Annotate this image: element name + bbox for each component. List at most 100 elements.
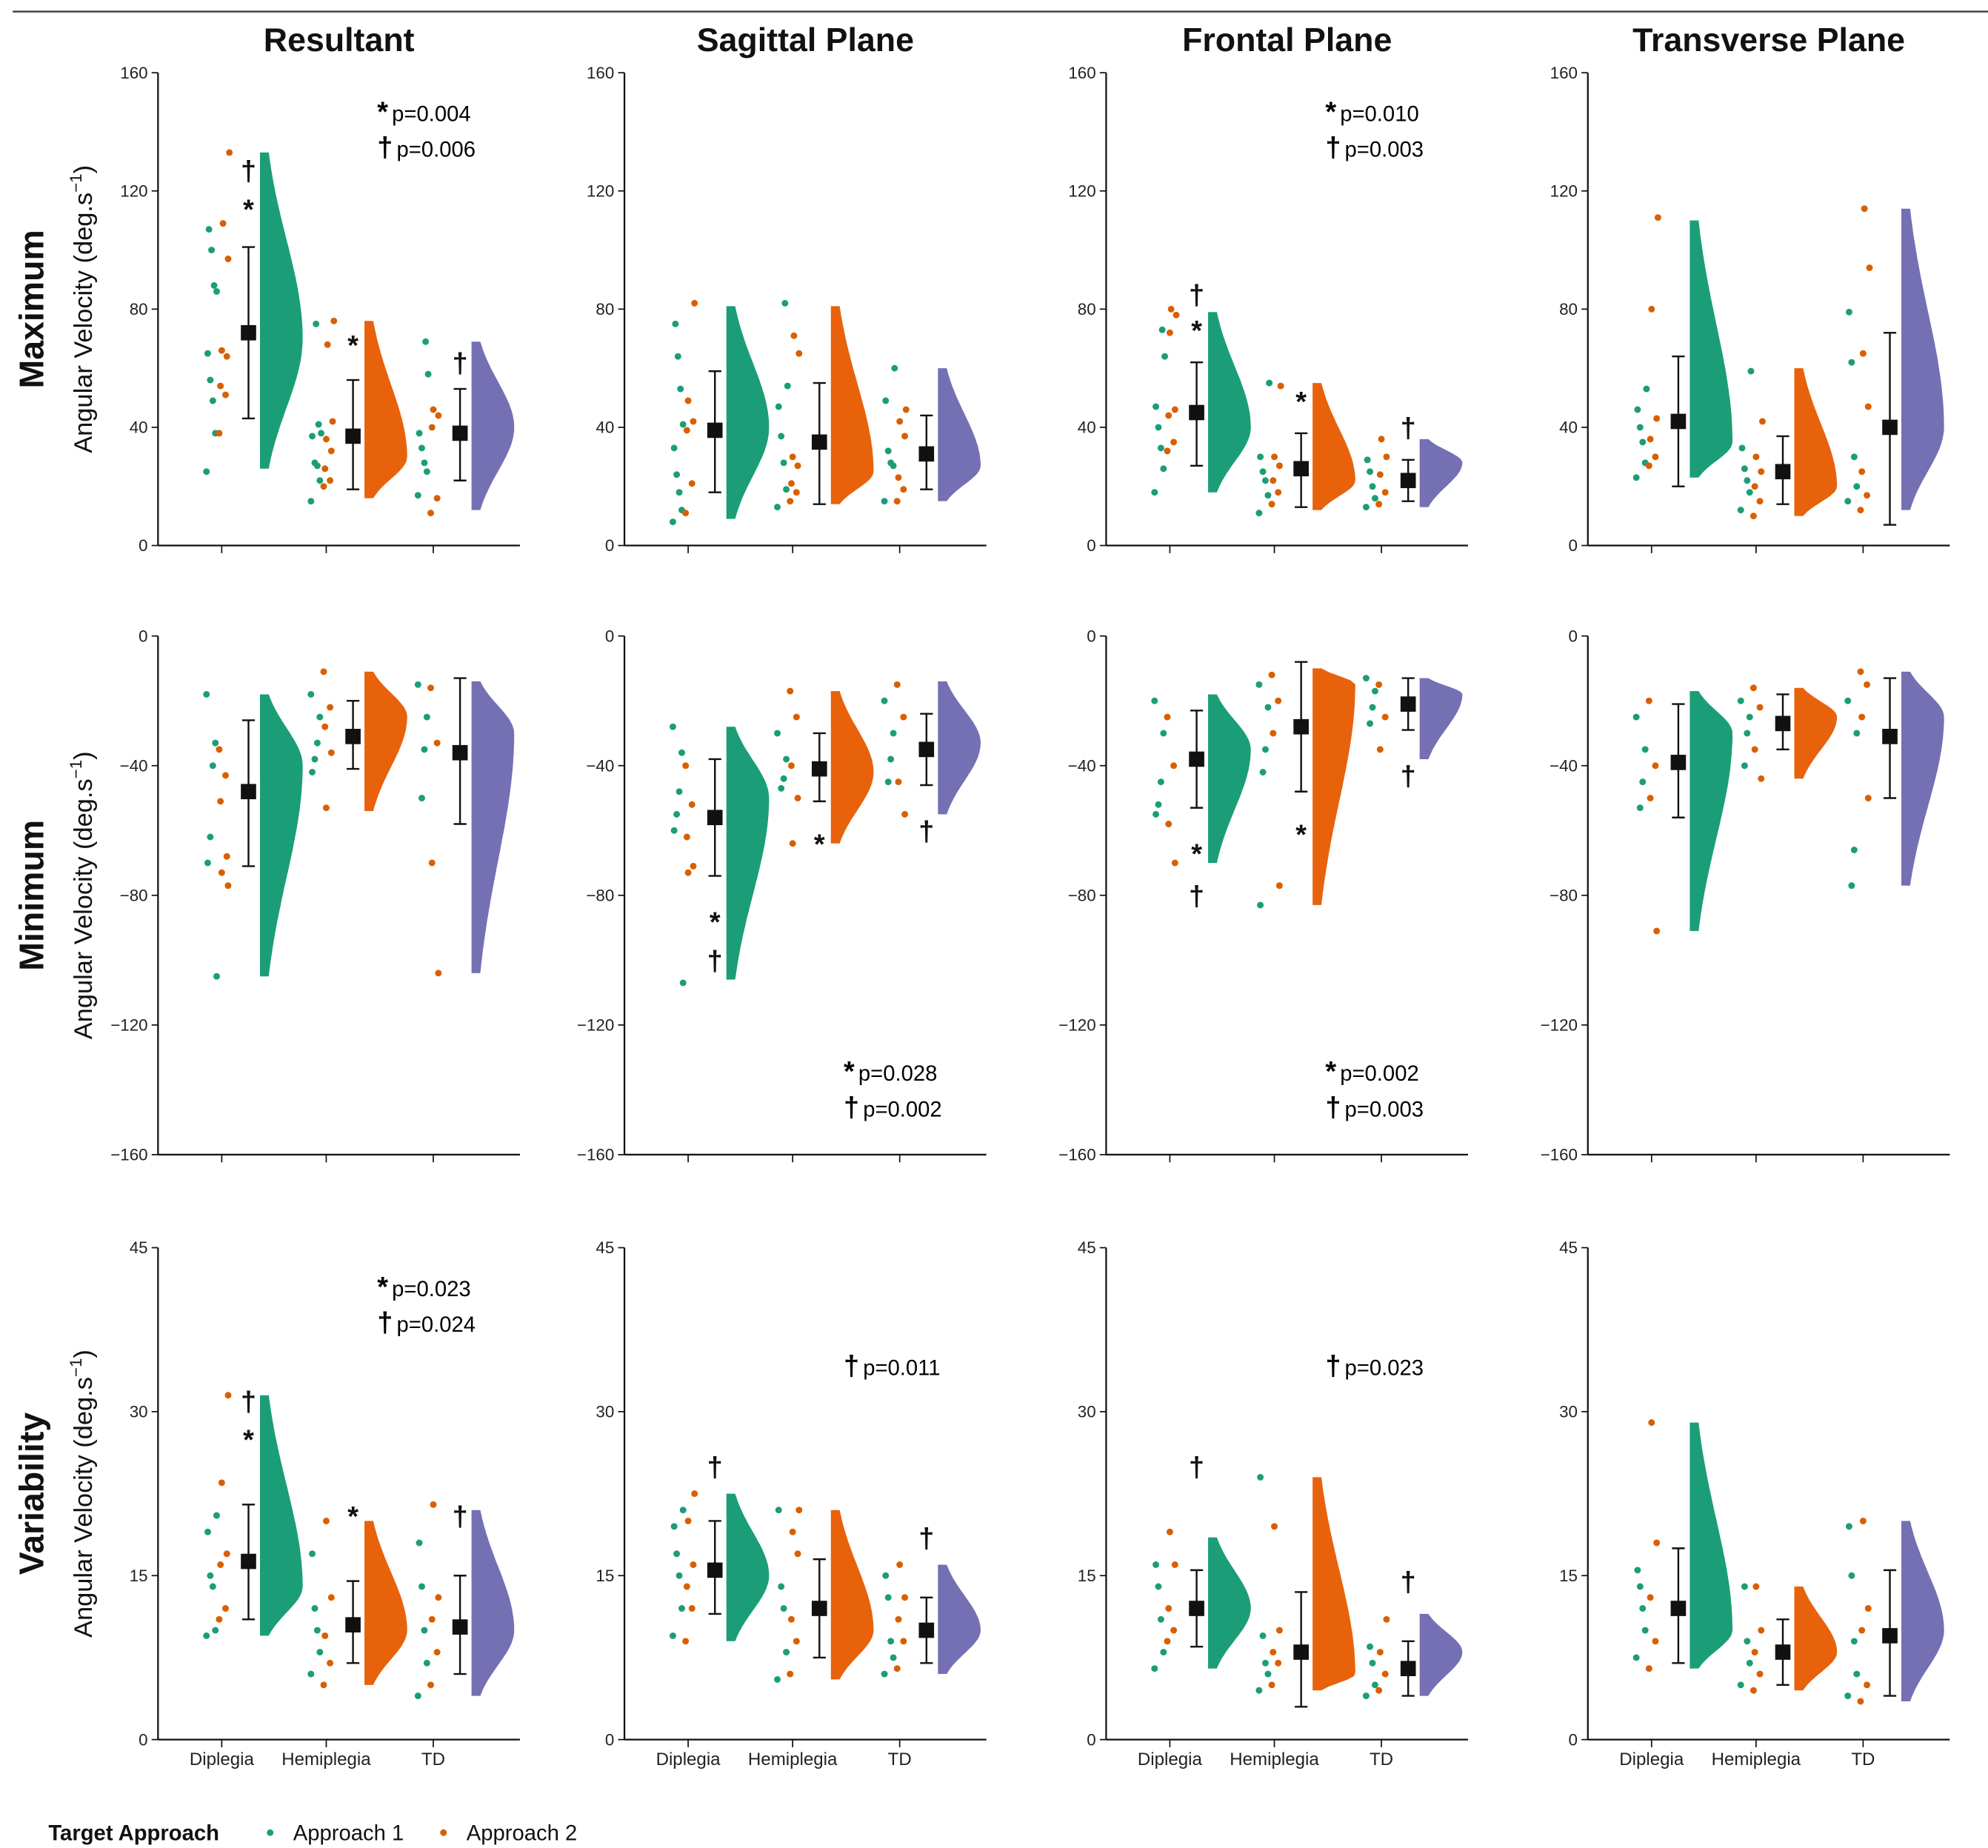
panel-minimum-3: 0 −40 −80 −120 −160 [1541, 627, 1950, 1164]
y-tick-label: −160 [577, 1146, 614, 1164]
data-point-approach-2 [433, 1649, 441, 1656]
data-point-approach-1 [1255, 1687, 1263, 1694]
data-point-approach-1 [315, 421, 322, 428]
data-point-approach-1 [207, 833, 214, 841]
data-point-approach-1 [414, 1692, 421, 1700]
data-point-approach-2 [1758, 775, 1765, 782]
data-point-approach-1 [1259, 1632, 1267, 1639]
data-point-approach-1 [676, 788, 683, 795]
data-point-approach-2 [690, 418, 697, 425]
data-point-approach-1 [418, 444, 425, 452]
group-td [881, 364, 981, 505]
data-point-approach-1 [778, 784, 785, 792]
data-point-approach-2 [1383, 453, 1390, 461]
significance-dagger: † [707, 946, 723, 977]
y-tick-label: 0 [1569, 627, 1578, 645]
p-value-symbol: * [1325, 97, 1336, 128]
y-tick-label: 45 [596, 1238, 614, 1257]
group-diplegia [1632, 1419, 1733, 1672]
x-tick-label: Hemiplegia [281, 1749, 371, 1769]
data-point-approach-1 [416, 430, 423, 437]
data-point-approach-2 [1864, 492, 1871, 499]
half-violin [364, 1521, 407, 1685]
half-violin [1901, 1521, 1944, 1702]
p-value-text: p=0.004 [392, 103, 471, 127]
legend-title: Target Approach [48, 1822, 219, 1846]
data-point-approach-2 [1864, 795, 1872, 801]
data-point-approach-2 [324, 341, 331, 348]
data-point-approach-1 [891, 364, 898, 372]
data-point-approach-2 [1268, 1681, 1275, 1689]
data-point-approach-1 [1744, 1638, 1751, 1645]
half-violin [1208, 312, 1251, 493]
mean-marker [1400, 696, 1416, 712]
data-point-approach-2 [1268, 501, 1275, 508]
data-point-approach-2 [1381, 713, 1389, 721]
data-point-approach-2 [900, 713, 907, 721]
y-axis-label-sup: −1 [67, 173, 85, 192]
mean-marker [1400, 473, 1416, 489]
p-value-symbol: † [377, 1307, 393, 1338]
half-violin [830, 306, 874, 504]
data-point-approach-2 [1752, 453, 1760, 461]
data-point-approach-1 [884, 447, 892, 455]
data-point-approach-2 [901, 1594, 909, 1601]
half-violin [471, 1510, 515, 1696]
mean-marker [1775, 464, 1791, 480]
data-point-approach-2 [691, 1490, 698, 1498]
half-violin [471, 681, 515, 973]
data-point-approach-1 [307, 690, 315, 698]
p-value-annotation: † p=0.002 [844, 1092, 942, 1123]
data-point-approach-2 [322, 804, 330, 812]
data-point-approach-1 [203, 468, 210, 476]
data-point-approach-2 [1166, 329, 1173, 336]
data-point-approach-1 [1747, 367, 1755, 375]
data-point-approach-1 [783, 1649, 790, 1656]
y-tick-label: 120 [120, 182, 147, 201]
data-point-approach-1 [205, 226, 213, 233]
legend-dot-approach-1 [267, 1829, 274, 1836]
data-point-approach-1 [1853, 483, 1861, 490]
row-label: Maximum [12, 230, 50, 388]
data-point-approach-2 [1270, 1649, 1277, 1656]
data-point-approach-1 [1636, 1583, 1644, 1590]
data-point-approach-1 [421, 459, 428, 467]
y-tick-label: −80 [1068, 887, 1096, 905]
p-value-text: p=0.010 [1340, 103, 1419, 127]
y-tick-label: −120 [110, 1016, 147, 1035]
data-point-approach-1 [212, 1627, 219, 1634]
significance-asterisk: * [1191, 839, 1202, 870]
data-point-approach-1 [309, 433, 316, 440]
data-point-approach-1 [309, 1550, 316, 1558]
data-point-approach-1 [1364, 456, 1371, 464]
data-point-approach-1 [1853, 1670, 1861, 1678]
data-point-approach-1 [1636, 804, 1644, 812]
data-point-approach-2 [1268, 671, 1275, 678]
data-point-approach-2 [1758, 1627, 1765, 1634]
mean-marker [1882, 729, 1898, 744]
data-point-approach-1 [1850, 453, 1858, 461]
data-point-approach-1 [669, 518, 676, 526]
data-point-approach-1 [1367, 468, 1374, 476]
data-point-approach-2 [222, 1605, 230, 1612]
half-violin [1312, 668, 1355, 905]
data-point-approach-1 [203, 1632, 210, 1639]
data-point-approach-1 [1746, 1659, 1753, 1667]
data-point-approach-1 [213, 973, 220, 980]
data-point-approach-2 [224, 882, 232, 890]
data-point-approach-2 [218, 869, 225, 876]
data-point-approach-1 [679, 979, 687, 987]
data-point-approach-2 [684, 869, 692, 876]
data-point-approach-1 [318, 430, 325, 437]
group-hemiplegia [1737, 367, 1838, 520]
data-point-approach-1 [1737, 1681, 1744, 1689]
data-point-approach-1 [783, 486, 790, 493]
y-tick-label: −80 [120, 887, 148, 905]
significance-asterisk: * [1295, 387, 1307, 418]
data-point-approach-2 [1383, 1615, 1390, 1623]
data-point-approach-1 [1844, 498, 1852, 505]
mean-marker [1400, 1661, 1416, 1677]
data-point-approach-1 [781, 299, 789, 307]
